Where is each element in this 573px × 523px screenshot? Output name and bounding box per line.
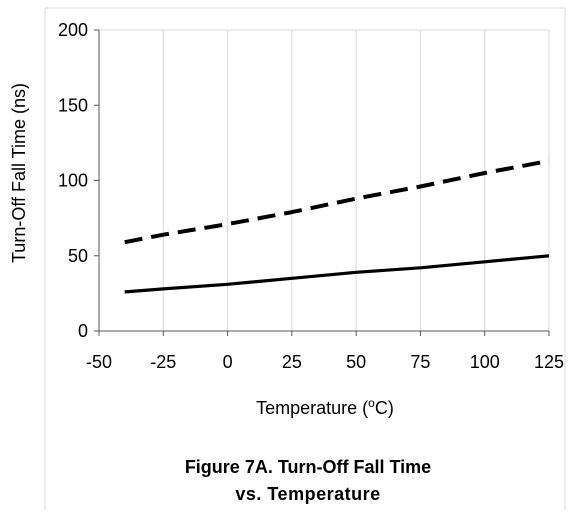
tick-labels: 0 50 100 150 200 -50 -25 0 25 50 75 100 125	[58, 20, 564, 372]
figure-caption-line2: vs. Temperature	[235, 484, 380, 504]
grid	[99, 29, 550, 331]
y-axis-title: Turn-Off Fall Time (ns)	[9, 83, 29, 263]
x-tick-label-25: 25	[282, 352, 302, 372]
x-axis-title-unit: C)	[375, 398, 394, 418]
axes	[94, 29, 550, 336]
x-tick-label-100: 100	[470, 352, 500, 372]
y-tick-label-200: 200	[58, 20, 88, 40]
figure-caption-line1: Figure 7A. Turn-Off Fall Time	[185, 457, 431, 477]
x-axis-title-text: Temperature (	[256, 398, 368, 418]
x-tick-label-75: 75	[410, 352, 430, 372]
y-tick-label-0: 0	[78, 321, 88, 341]
x-axis-title: Temperature (oC)	[256, 396, 394, 418]
x-tick-label-0: 0	[223, 352, 233, 372]
x-tick-label--50: -50	[86, 352, 112, 372]
series-lines	[124, 158, 550, 294]
series-line-solid	[124, 254, 550, 294]
x-tick-label--25: -25	[150, 352, 176, 372]
y-tick-label-100: 100	[58, 171, 88, 191]
x-tick-label-125: 125	[534, 352, 564, 372]
x-tick-label-50: 50	[346, 352, 366, 372]
x-axis-title-degree: o	[368, 396, 375, 410]
series-line-dashed	[124, 158, 550, 245]
y-tick-label-50: 50	[68, 246, 88, 266]
y-tick-label-150: 150	[58, 95, 88, 115]
